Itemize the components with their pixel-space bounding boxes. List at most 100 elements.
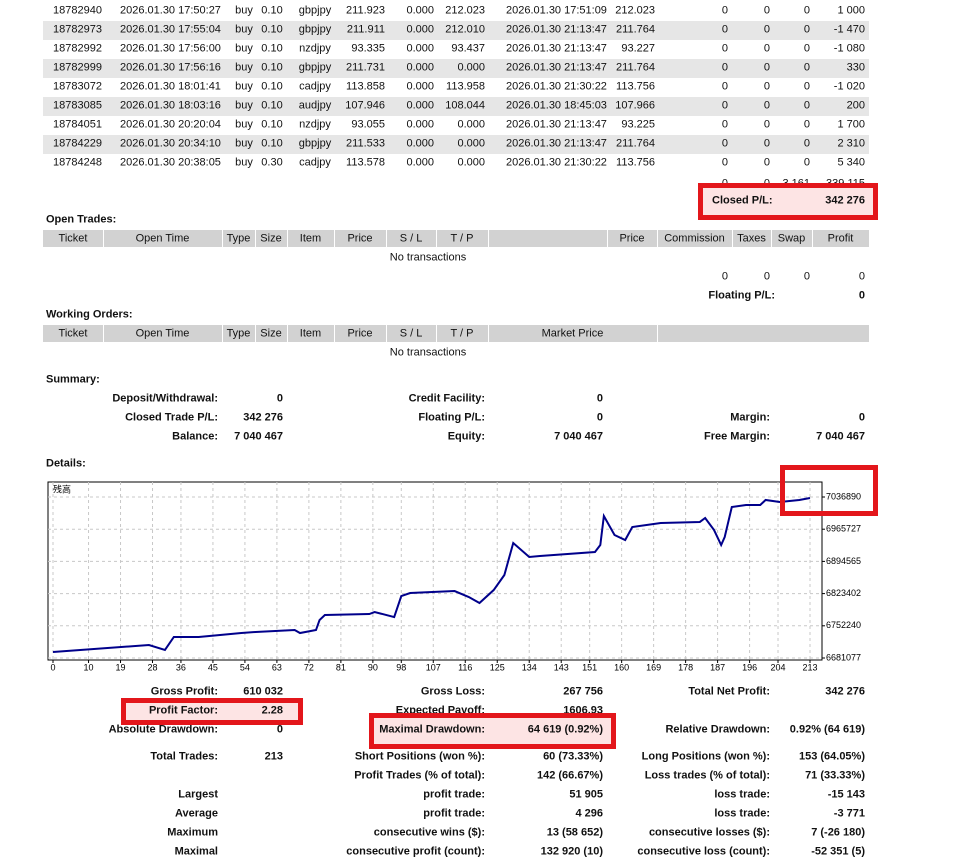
stat-label: profit trade: — [423, 807, 485, 820]
x-tick-label: 36 — [176, 662, 186, 672]
row-stripe — [43, 20, 869, 40]
header-separator — [287, 325, 288, 342]
header-cell: Market Price — [541, 327, 604, 340]
stat-label: Largest — [178, 788, 218, 801]
trade-cell: -1 080 — [833, 42, 865, 55]
header-cell: S / L — [399, 327, 423, 340]
trade-cell: 0 — [721, 99, 728, 112]
summary-value: 342 276 — [243, 411, 283, 424]
trade-cell: 2026.01.30 21:13:47 — [506, 137, 607, 150]
trade-cell: 93.437 — [451, 42, 485, 55]
trade-cell: 211.764 — [616, 137, 655, 150]
summary-value: 0 — [596, 392, 603, 405]
profit-factor-box — [121, 698, 303, 725]
trade-cell: nzdjpy — [299, 42, 331, 55]
trade-cell: buy — [235, 118, 253, 131]
header-separator — [607, 230, 608, 247]
trade-cell: buy — [235, 99, 253, 112]
trade-cell: 0 — [803, 118, 810, 131]
trade-cell: 0.000 — [406, 156, 434, 169]
trade-cell: 0 — [803, 80, 810, 93]
header-separator — [771, 230, 772, 247]
header-cell: Type — [226, 232, 251, 245]
trade-cell: 107.966 — [615, 99, 655, 112]
trade-cell: buy — [235, 156, 253, 169]
summary-label: Floating P/L: — [418, 411, 485, 424]
header-cell: Taxes — [737, 232, 766, 245]
trade-cell: 18782940 — [53, 4, 102, 17]
header-separator — [334, 230, 335, 247]
x-tick-label: 143 — [554, 662, 569, 672]
stat-label: Gross Loss: — [420, 685, 485, 698]
stat-label: consecutive profit (count): — [346, 845, 485, 858]
stat-label: Profit Factor: — [148, 704, 218, 717]
stat-value: 213 — [264, 750, 283, 763]
stat-label: Gross Profit: — [150, 685, 218, 698]
x-tick-label: 125 — [490, 662, 505, 672]
trade-cell: 18784248 — [53, 156, 102, 169]
trade-cell: gbpjpy — [298, 137, 332, 150]
closed-pl-box — [698, 183, 878, 220]
trade-cell: -1 020 — [833, 80, 865, 93]
header-cell: Swap — [777, 232, 806, 245]
y-tick-label: 6965727 — [826, 524, 861, 534]
trade-cell: 113.858 — [346, 80, 385, 93]
trade-cell: 18782992 — [53, 42, 102, 55]
summary-value: 7 040 467 — [234, 430, 283, 443]
trade-cell: 0.10 — [261, 80, 283, 93]
stat-label: Long Positions (won %): — [641, 750, 770, 763]
trade-cell: 93.227 — [621, 42, 655, 55]
row-stripe — [43, 96, 869, 116]
trade-cell: 212.010 — [445, 23, 485, 36]
stat-value: 7 (-26 180) — [811, 826, 865, 839]
trade-cell: 0.10 — [261, 137, 283, 150]
trade-cell: 0 — [803, 23, 810, 36]
x-tick-label: 63 — [272, 662, 282, 672]
header-cell: Item — [299, 327, 322, 340]
trade-cell: 2026.01.30 18:03:16 — [120, 99, 221, 112]
trade-cell: cadjpy — [299, 156, 331, 169]
header-separator — [334, 325, 335, 342]
trade-cell: 0.10 — [261, 23, 283, 36]
x-tick-label: 90 — [368, 662, 378, 672]
trade-cell: 2026.01.30 17:55:04 — [120, 23, 221, 36]
header-cell: Open Time — [135, 327, 190, 340]
stat-value: 60 (73.33%) — [543, 750, 603, 763]
header-cell: Ticket — [58, 327, 88, 340]
y-tick-label: 6752240 — [826, 620, 861, 630]
trade-cell: 211.764 — [616, 23, 655, 36]
trade-cell: 0.000 — [406, 4, 434, 17]
trade-cell: 0.10 — [261, 118, 283, 131]
trade-cell: 113.756 — [616, 156, 655, 169]
trade-cell: 211.923 — [346, 4, 385, 17]
balance-line — [52, 497, 811, 654]
trade-cell: buy — [235, 23, 253, 36]
row-stripe — [43, 58, 869, 78]
chart-highlight-box — [780, 465, 878, 516]
trade-cell: 2026.01.30 21:13:47 — [506, 118, 607, 131]
trade-cell: 0.000 — [457, 156, 485, 169]
header-separator — [255, 325, 256, 342]
trade-cell: 93.055 — [351, 118, 385, 131]
stat-value: 142 (66.67%) — [536, 769, 603, 782]
trade-cell: 0.000 — [406, 99, 434, 112]
trade-cell: buy — [235, 137, 253, 150]
trade-cell: 211.731 — [346, 61, 385, 74]
x-tick-label: 107 — [426, 662, 441, 672]
y-tick-label: 6894565 — [826, 556, 861, 566]
stat-value: 51 905 — [569, 788, 603, 801]
chart-title: 残高 — [53, 483, 71, 494]
header-separator — [255, 230, 256, 247]
header-cell: Size — [260, 232, 282, 245]
header-cell: Item — [299, 232, 322, 245]
stat-label: Short Positions (won %): — [354, 750, 485, 763]
stat-label: Maximum — [167, 826, 218, 839]
stat-label: Maximal Drawdown: — [379, 723, 485, 736]
trade-cell: 2026.01.30 21:13:47 — [506, 42, 607, 55]
x-tick-label: 169 — [646, 662, 661, 672]
stat-value: 267 756 — [563, 685, 603, 698]
header-separator — [488, 230, 489, 247]
header-separator — [103, 230, 104, 247]
trade-cell: 0 — [721, 156, 728, 169]
trade-cell: 2026.01.30 18:45:03 — [506, 99, 607, 112]
